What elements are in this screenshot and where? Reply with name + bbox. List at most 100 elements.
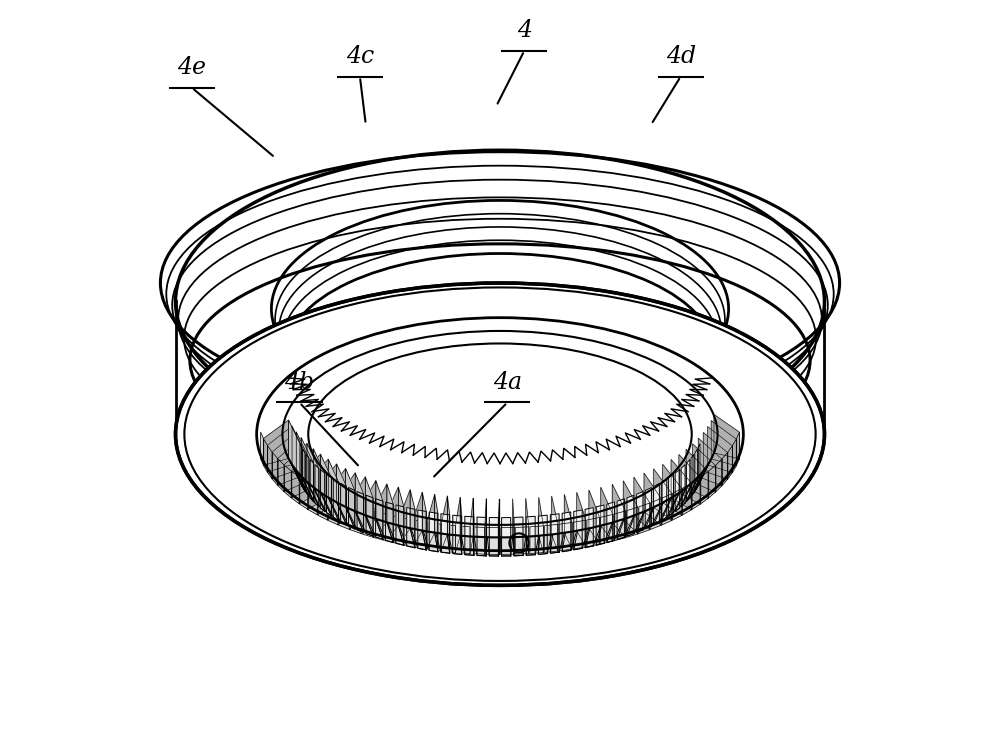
Polygon shape bbox=[314, 487, 331, 516]
Polygon shape bbox=[386, 487, 398, 541]
Polygon shape bbox=[686, 459, 690, 502]
Ellipse shape bbox=[176, 150, 824, 452]
Polygon shape bbox=[320, 454, 331, 516]
Polygon shape bbox=[698, 452, 714, 486]
Polygon shape bbox=[399, 490, 410, 544]
Polygon shape bbox=[651, 499, 661, 529]
Polygon shape bbox=[398, 487, 404, 545]
Polygon shape bbox=[272, 432, 296, 478]
Polygon shape bbox=[708, 426, 732, 473]
Polygon shape bbox=[338, 473, 355, 525]
Polygon shape bbox=[596, 505, 604, 545]
Polygon shape bbox=[365, 477, 373, 536]
Polygon shape bbox=[654, 483, 659, 525]
Polygon shape bbox=[318, 489, 327, 520]
Polygon shape bbox=[587, 518, 599, 547]
Polygon shape bbox=[407, 507, 415, 548]
Polygon shape bbox=[427, 494, 435, 549]
Polygon shape bbox=[661, 479, 667, 521]
Polygon shape bbox=[341, 483, 346, 525]
Polygon shape bbox=[607, 502, 614, 542]
Polygon shape bbox=[662, 493, 672, 525]
Polygon shape bbox=[448, 534, 462, 554]
Polygon shape bbox=[733, 439, 736, 472]
Polygon shape bbox=[607, 519, 623, 542]
Polygon shape bbox=[289, 459, 305, 491]
Text: 4c: 4c bbox=[346, 45, 374, 68]
Polygon shape bbox=[695, 459, 711, 491]
Polygon shape bbox=[722, 452, 727, 485]
Polygon shape bbox=[418, 510, 426, 550]
Polygon shape bbox=[399, 526, 415, 548]
Polygon shape bbox=[461, 536, 474, 555]
Polygon shape bbox=[612, 484, 626, 538]
Polygon shape bbox=[645, 487, 651, 529]
Polygon shape bbox=[675, 482, 693, 511]
Polygon shape bbox=[669, 487, 686, 516]
Polygon shape bbox=[410, 490, 415, 548]
Polygon shape bbox=[457, 526, 470, 554]
Polygon shape bbox=[456, 497, 460, 553]
Polygon shape bbox=[627, 496, 634, 536]
Polygon shape bbox=[661, 493, 679, 521]
Polygon shape bbox=[574, 528, 589, 550]
Polygon shape bbox=[698, 438, 722, 486]
Ellipse shape bbox=[176, 283, 824, 585]
Polygon shape bbox=[377, 519, 393, 542]
Polygon shape bbox=[573, 520, 586, 549]
Polygon shape bbox=[502, 518, 511, 556]
Polygon shape bbox=[286, 452, 302, 486]
Polygon shape bbox=[574, 510, 582, 550]
Polygon shape bbox=[471, 527, 485, 554]
Polygon shape bbox=[636, 507, 654, 533]
Polygon shape bbox=[303, 449, 305, 491]
Polygon shape bbox=[526, 516, 535, 555]
Polygon shape bbox=[306, 455, 309, 496]
Polygon shape bbox=[346, 469, 355, 529]
Polygon shape bbox=[429, 512, 438, 551]
Polygon shape bbox=[498, 499, 499, 556]
Polygon shape bbox=[686, 471, 703, 502]
Polygon shape bbox=[465, 516, 474, 555]
Polygon shape bbox=[585, 507, 593, 548]
Polygon shape bbox=[515, 527, 529, 554]
Polygon shape bbox=[716, 459, 722, 492]
Polygon shape bbox=[550, 513, 559, 554]
Polygon shape bbox=[691, 465, 708, 496]
Polygon shape bbox=[423, 531, 438, 551]
Polygon shape bbox=[401, 518, 413, 547]
Polygon shape bbox=[663, 464, 682, 515]
Polygon shape bbox=[487, 537, 499, 556]
Polygon shape bbox=[714, 415, 739, 459]
Polygon shape bbox=[703, 432, 727, 479]
Polygon shape bbox=[530, 526, 543, 554]
Polygon shape bbox=[376, 481, 383, 539]
Polygon shape bbox=[514, 536, 526, 556]
Polygon shape bbox=[346, 507, 364, 533]
Polygon shape bbox=[337, 503, 355, 529]
Polygon shape bbox=[596, 522, 612, 545]
Polygon shape bbox=[577, 493, 586, 547]
Polygon shape bbox=[297, 471, 314, 502]
Polygon shape bbox=[737, 432, 739, 465]
Polygon shape bbox=[356, 511, 373, 536]
Polygon shape bbox=[328, 493, 338, 525]
Polygon shape bbox=[374, 511, 386, 541]
Polygon shape bbox=[539, 497, 543, 553]
Polygon shape bbox=[362, 507, 373, 537]
Polygon shape bbox=[263, 420, 289, 465]
Text: 4a: 4a bbox=[493, 371, 522, 394]
Polygon shape bbox=[623, 481, 638, 534]
Polygon shape bbox=[701, 472, 708, 504]
Text: 4b: 4b bbox=[284, 371, 314, 394]
Polygon shape bbox=[585, 526, 601, 548]
Polygon shape bbox=[413, 493, 422, 547]
Polygon shape bbox=[388, 522, 404, 545]
Polygon shape bbox=[447, 496, 450, 554]
Polygon shape bbox=[292, 465, 309, 496]
Polygon shape bbox=[291, 449, 313, 498]
Polygon shape bbox=[692, 478, 700, 510]
Polygon shape bbox=[327, 469, 346, 520]
Polygon shape bbox=[460, 497, 462, 554]
Polygon shape bbox=[654, 469, 672, 520]
